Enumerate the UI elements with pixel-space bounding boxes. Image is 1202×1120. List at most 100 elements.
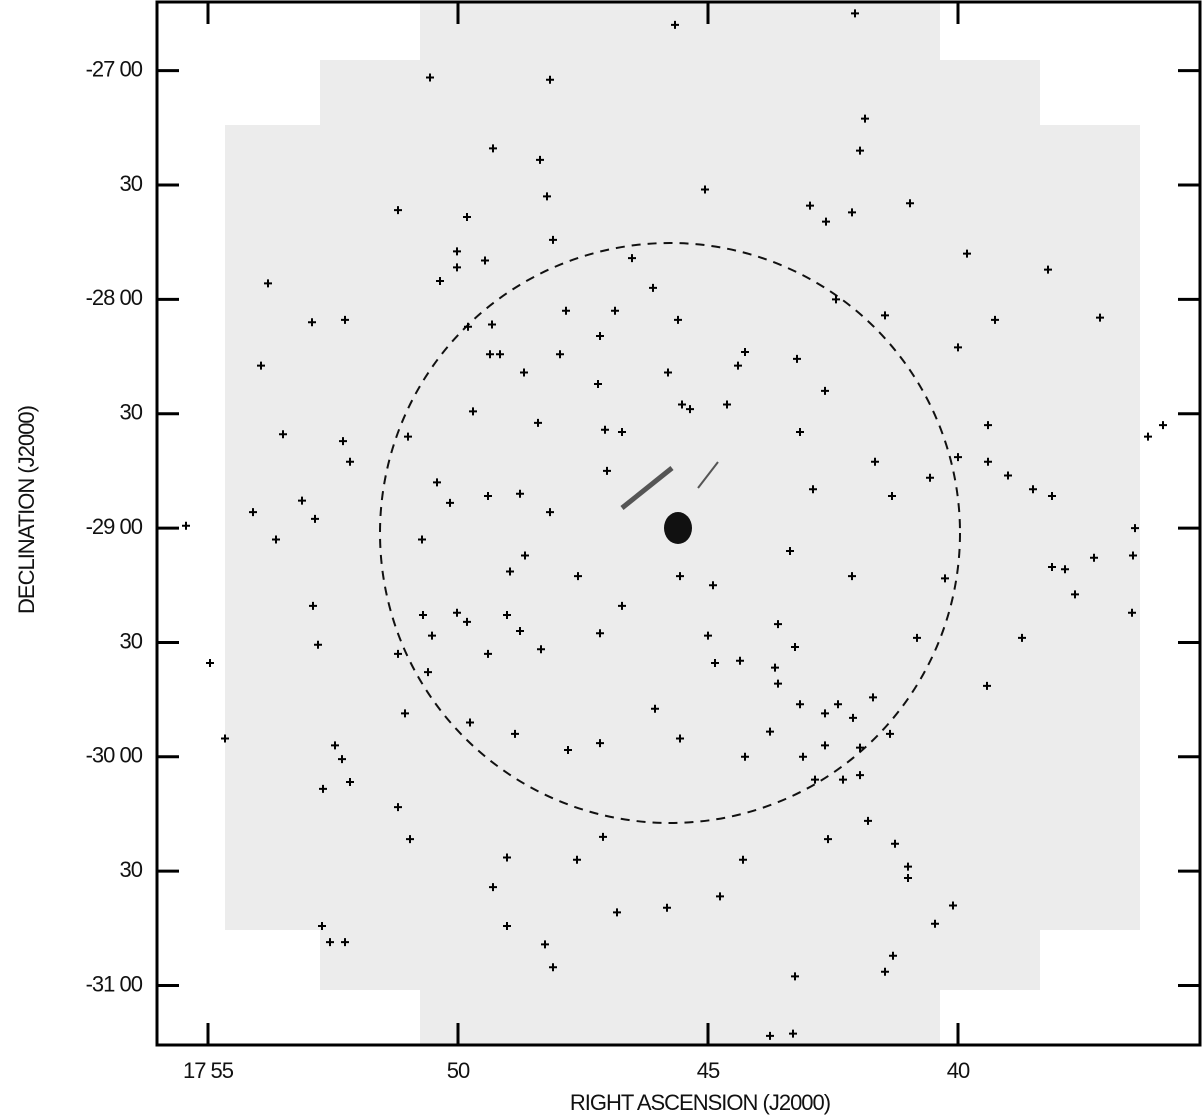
source-marker — [793, 354, 801, 363]
source-marker — [496, 350, 504, 359]
source-marker — [931, 919, 939, 928]
source-marker — [1061, 565, 1069, 574]
source-marker — [601, 425, 609, 434]
source-marker — [881, 967, 889, 976]
source-marker — [886, 729, 894, 738]
source-marker — [453, 263, 461, 272]
source-marker — [298, 496, 306, 505]
x-tick-label: 17 55 — [183, 1058, 234, 1083]
source-marker — [791, 972, 799, 981]
source-marker — [537, 645, 545, 654]
x-tick-label: 50 — [447, 1058, 470, 1083]
source-marker — [891, 839, 899, 848]
source-marker — [904, 874, 912, 883]
source-marker — [949, 901, 957, 910]
source-marker — [954, 343, 962, 352]
source-marker — [611, 306, 619, 315]
source-marker — [453, 608, 461, 617]
source-marker — [806, 201, 814, 210]
source-marker — [182, 521, 190, 530]
source-marker — [674, 315, 682, 324]
source-marker — [848, 208, 856, 217]
source-marker — [549, 963, 557, 972]
source-marker — [711, 659, 719, 668]
source-marker — [562, 306, 570, 315]
source-marker — [789, 1029, 797, 1038]
source-marker — [341, 938, 349, 947]
source-marker — [904, 862, 912, 871]
source-marker — [983, 681, 991, 690]
source-marker — [701, 185, 709, 194]
source-marker — [331, 741, 339, 750]
y-tick-label: 30 — [120, 857, 143, 882]
x-tick-label: 45 — [697, 1058, 720, 1083]
source-marker — [264, 279, 272, 288]
source-marker — [436, 277, 444, 286]
source-marker — [889, 951, 897, 960]
source-marker — [649, 283, 657, 292]
source-marker — [488, 320, 496, 329]
source-marker — [888, 492, 896, 501]
plot-frame — [155, 0, 1202, 1047]
source-marker — [1128, 608, 1136, 617]
source-marker — [821, 709, 829, 718]
source-marker — [734, 361, 742, 370]
source-marker — [311, 514, 319, 523]
source-marker — [594, 379, 602, 388]
source-marker — [1048, 562, 1056, 571]
source-marker — [881, 311, 889, 320]
source-marker — [984, 421, 992, 430]
source-marker — [516, 627, 524, 636]
source-marker — [809, 485, 817, 494]
source-marker — [1071, 590, 1079, 599]
source-marker — [671, 20, 679, 29]
source-marker — [796, 428, 804, 437]
source-marker — [954, 453, 962, 462]
y-tick-label: -28 00 — [86, 285, 143, 310]
source-marker — [489, 144, 497, 153]
source-marker — [618, 428, 626, 437]
y-tick-label: -30 00 — [86, 743, 143, 768]
source-marker — [418, 535, 426, 544]
source-marker — [822, 217, 830, 226]
source-marker — [848, 572, 856, 581]
source-marker — [766, 727, 774, 736]
source-marker — [991, 315, 999, 324]
source-marker — [766, 1031, 774, 1040]
source-marker — [516, 489, 524, 498]
source-marker — [739, 855, 747, 864]
source-marker — [341, 315, 349, 324]
source-marker — [913, 633, 921, 642]
source-marker — [603, 466, 611, 475]
source-marker — [926, 473, 934, 482]
source-marker — [704, 631, 712, 640]
source-marker — [424, 668, 432, 677]
source-marker — [272, 535, 280, 544]
source-marker — [318, 922, 326, 931]
source-marker — [686, 405, 694, 414]
source-marker — [573, 855, 581, 864]
source-marker — [249, 508, 257, 517]
source-marker — [521, 551, 529, 560]
source-marker — [481, 256, 489, 265]
source-marker — [394, 206, 402, 215]
source-marker — [574, 572, 582, 581]
source-marker — [406, 835, 414, 844]
source-marker — [394, 649, 402, 658]
source-marker — [426, 73, 434, 82]
source-marker — [871, 457, 879, 466]
source-marker — [489, 883, 497, 892]
source-marker — [771, 663, 779, 672]
source-marker — [309, 601, 317, 610]
source-marker — [503, 922, 511, 931]
source-marker — [963, 249, 971, 258]
source-marker — [543, 192, 551, 201]
source-marker — [596, 739, 604, 748]
y-tick-label: -31 00 — [86, 971, 143, 996]
source-marker — [1048, 492, 1056, 501]
source-marker — [664, 368, 672, 377]
source-marker — [428, 631, 436, 640]
source-marker — [741, 752, 749, 761]
